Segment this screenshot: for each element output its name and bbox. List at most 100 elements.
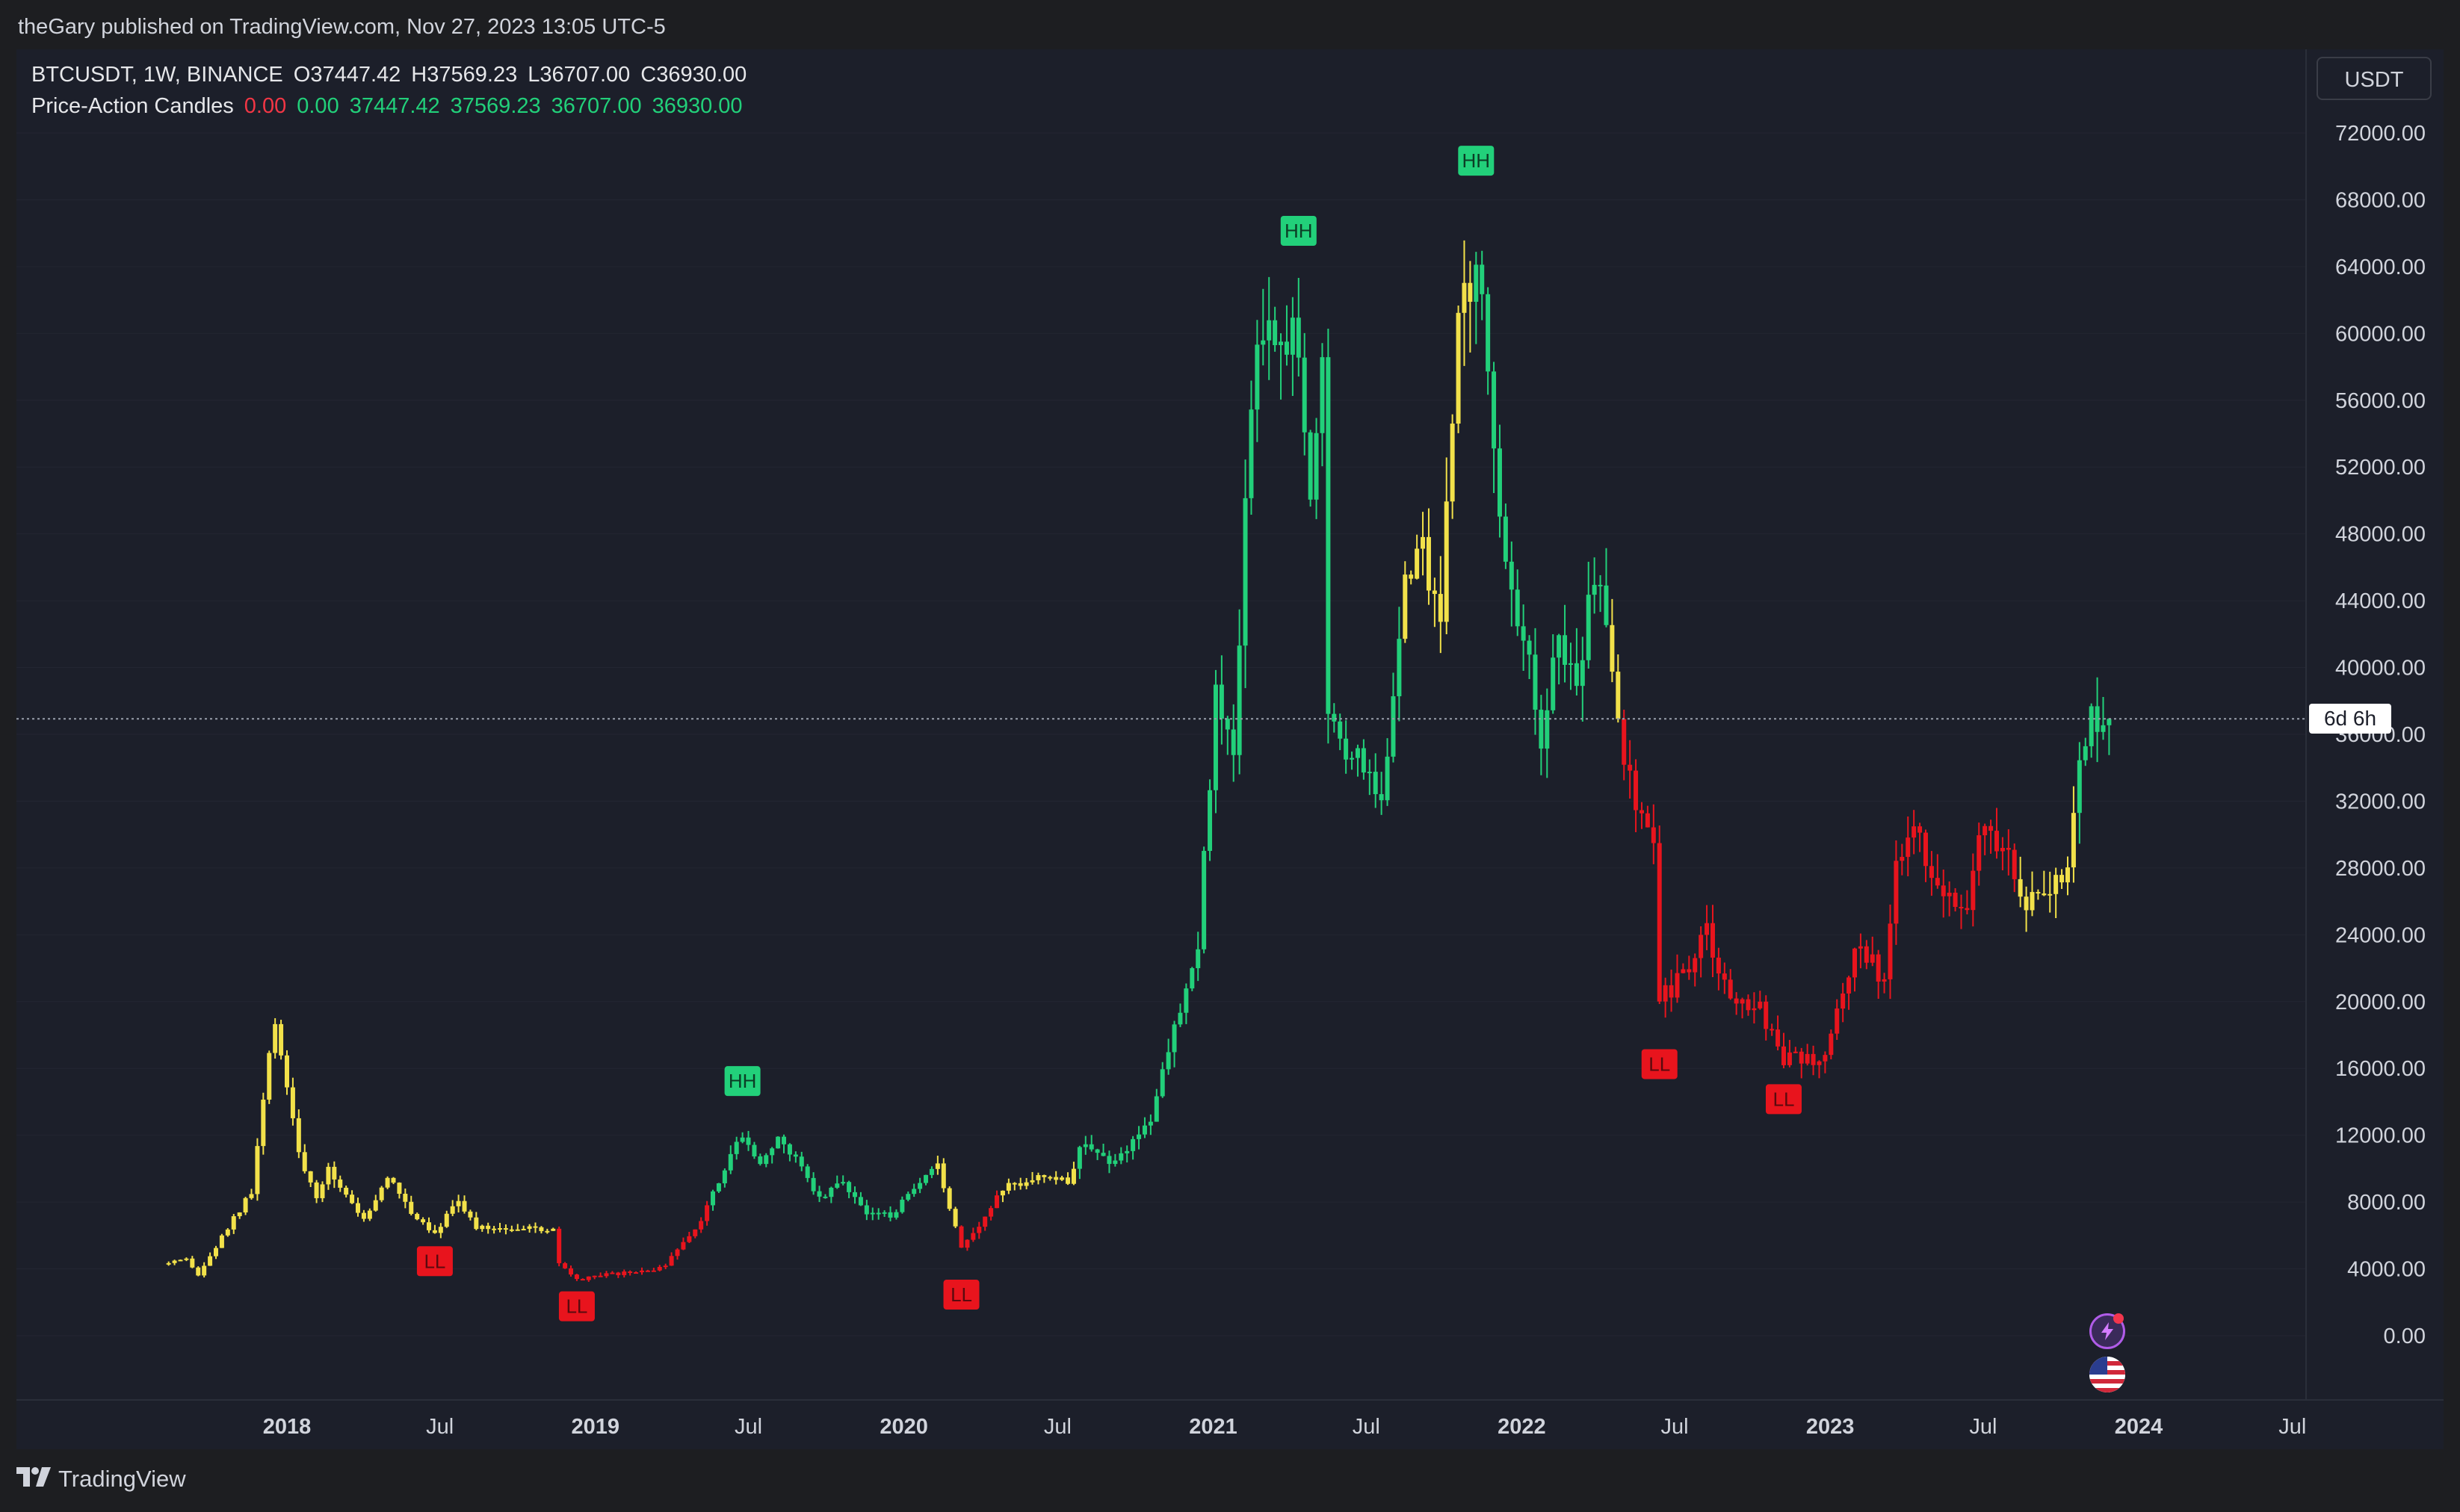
candle bbox=[551, 1227, 556, 1231]
candle bbox=[1421, 512, 1426, 576]
candle-body bbox=[705, 1205, 710, 1221]
candle bbox=[1503, 503, 1508, 569]
candle-body bbox=[1142, 1125, 1147, 1135]
candle bbox=[1509, 541, 1514, 627]
candle bbox=[1947, 881, 1952, 917]
candle bbox=[296, 1109, 301, 1159]
candle-body bbox=[2107, 719, 2112, 725]
candle-body bbox=[1089, 1144, 1094, 1150]
candle bbox=[1184, 983, 1189, 1024]
candle-body bbox=[811, 1177, 816, 1192]
candle bbox=[870, 1207, 875, 1221]
candle bbox=[1693, 953, 1698, 987]
candle-body bbox=[1912, 826, 1917, 838]
candle bbox=[1846, 976, 1852, 1010]
candle bbox=[669, 1252, 674, 1266]
time-tick-label: Jul bbox=[1661, 1415, 1689, 1439]
candle-body bbox=[651, 1270, 656, 1272]
candle bbox=[1639, 802, 1644, 829]
candle-body bbox=[1971, 870, 1976, 911]
candle bbox=[1835, 999, 1840, 1041]
candle-body bbox=[722, 1170, 727, 1184]
candle-body bbox=[1208, 790, 1213, 852]
candle-body bbox=[971, 1233, 976, 1240]
candle bbox=[1107, 1150, 1112, 1174]
footer-brand[interactable]: TradingView bbox=[58, 1466, 186, 1492]
candle-body bbox=[1829, 1033, 1834, 1056]
candle-body bbox=[1101, 1153, 1106, 1156]
candle-body bbox=[941, 1163, 946, 1189]
higher-high-label: HH bbox=[724, 1066, 761, 1097]
candle-body bbox=[1663, 985, 1668, 1002]
candle bbox=[444, 1210, 449, 1228]
candle-body bbox=[1255, 344, 1260, 410]
candle bbox=[557, 1226, 562, 1267]
candle bbox=[770, 1147, 775, 1164]
currency-button[interactable]: USDT bbox=[2317, 57, 2432, 100]
candle-body bbox=[1740, 999, 1745, 1004]
candle bbox=[1521, 604, 1526, 672]
pivot-label-box bbox=[558, 1291, 595, 1322]
candle-body bbox=[1900, 857, 1905, 861]
candle bbox=[1675, 954, 1680, 1003]
candle-body bbox=[1249, 409, 1254, 498]
candle bbox=[1142, 1117, 1147, 1138]
candle-body bbox=[1574, 663, 1579, 687]
candle bbox=[1917, 822, 1923, 852]
candle bbox=[1012, 1182, 1017, 1191]
candle-body bbox=[1716, 957, 1721, 974]
chart-pane[interactable]: LL LL HH LL HH HH LL LL 72000.00 68000.00 64000.0… bbox=[16, 49, 2444, 1449]
candle-body bbox=[799, 1156, 804, 1167]
candle bbox=[728, 1145, 733, 1174]
candle-body bbox=[533, 1226, 538, 1228]
time-axis[interactable]: 2018 Jul 2019 Jul 2020 Jul 2021 Jul 2022 Jul 2023 J… bbox=[16, 1399, 2444, 1439]
candle-body bbox=[456, 1200, 461, 1206]
candle bbox=[1432, 577, 1437, 628]
candle-body bbox=[415, 1213, 420, 1220]
candle-body bbox=[1527, 640, 1532, 655]
price-tick-label: 12000.00 bbox=[2335, 1124, 2426, 1148]
candle bbox=[1912, 810, 1917, 855]
indicator-legend[interactable]: Price-Action Candles 0.00 0.00 37447.42 3756… bbox=[31, 94, 753, 119]
candle-body bbox=[864, 1205, 869, 1215]
candle-body bbox=[213, 1248, 218, 1257]
candle-body bbox=[1107, 1156, 1112, 1165]
candle bbox=[1196, 932, 1201, 982]
candle-body bbox=[1403, 574, 1408, 639]
candle bbox=[1456, 305, 1461, 433]
candle bbox=[977, 1221, 982, 1239]
candle-body bbox=[1492, 371, 1497, 449]
candle bbox=[675, 1248, 680, 1260]
candle bbox=[580, 1278, 585, 1281]
candle bbox=[397, 1182, 402, 1199]
indicator-name[interactable]: Price-Action Candles bbox=[31, 94, 234, 118]
candle bbox=[1953, 887, 1958, 912]
candle-body bbox=[1012, 1183, 1017, 1185]
candle bbox=[2095, 677, 2100, 763]
symbol-legend[interactable]: BTCUSDT, 1W, BINANCE O37447.42 H37569.23 L3… bbox=[31, 63, 757, 87]
candle-body bbox=[716, 1183, 721, 1192]
candle-body bbox=[989, 1208, 994, 1217]
candle-body bbox=[1421, 536, 1426, 549]
candle bbox=[569, 1265, 574, 1277]
indicator-value: 37569.23 bbox=[450, 94, 541, 118]
candle-body bbox=[1568, 663, 1573, 665]
candle bbox=[1166, 1038, 1171, 1075]
price-chart[interactable]: LL LL HH LL HH HH LL LL 72000.00 68000.00 64000.0… bbox=[16, 49, 2444, 1449]
candle-body bbox=[1379, 794, 1384, 801]
candle bbox=[894, 1209, 899, 1220]
candle bbox=[1592, 557, 1597, 614]
candle-body bbox=[261, 1099, 266, 1147]
tradingview-logo-icon[interactable] bbox=[16, 1467, 51, 1487]
price-tick-label: 72000.00 bbox=[2335, 122, 2426, 146]
candle-body bbox=[2089, 706, 2094, 746]
candle bbox=[521, 1225, 526, 1230]
candle-body bbox=[462, 1200, 467, 1212]
candle-body bbox=[610, 1272, 615, 1274]
candle bbox=[681, 1237, 686, 1251]
candle-body bbox=[959, 1226, 964, 1248]
candle-body bbox=[1509, 561, 1514, 590]
pivot-label-text: LL bbox=[424, 1250, 445, 1272]
candle-body bbox=[2000, 847, 2005, 852]
us-flag-icon[interactable] bbox=[2089, 1357, 2125, 1392]
